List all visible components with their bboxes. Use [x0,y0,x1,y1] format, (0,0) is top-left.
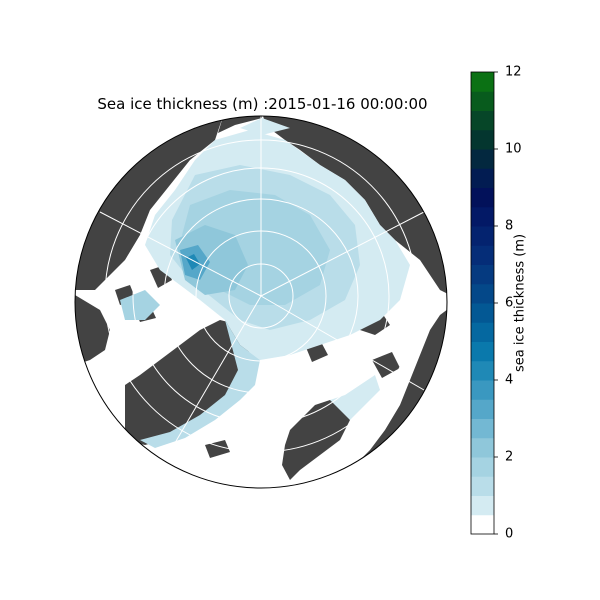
colorbar-level [471,495,494,516]
colorbar [471,71,498,535]
sea-ice [120,118,410,448]
colorbar-level [471,457,494,477]
colorbar-tick-label: 6 [505,295,514,311]
colorbar-tick-label: 8 [505,218,514,234]
colorbar-level [471,168,494,188]
colorbar-level [471,418,494,439]
colorbar-tick-label: 4 [505,372,514,388]
colorbar-level [471,206,494,227]
colorbar-level [471,303,494,323]
colorbar-tick-label: 10 [505,141,522,157]
map-boundary [74,115,448,489]
colorbar-level [471,149,494,169]
colorbar-level [471,245,494,265]
colorbar-label: sea ice thickness (m) [512,233,528,373]
colorbar-level [471,476,494,496]
graticule [99,116,425,461]
map-title: Sea ice thickness (m) :2015-01-16 00:00:… [97,95,428,113]
colorbar-level [471,322,494,342]
colorbar-level [471,110,494,131]
colorbar-level [471,91,494,111]
colorbar-level [471,264,494,285]
colorbar-tick-label: 12 [505,64,522,80]
colorbar-level [471,129,494,150]
colorbar-level [471,283,494,304]
colorbar-level [471,399,494,419]
map-canvas [75,116,447,488]
colorbar-level [471,72,494,92]
colorbar-level [471,360,494,381]
colorbar-level [471,514,494,535]
colorbar-level [471,437,494,458]
colorbar-frame [470,71,495,535]
colorbar-tick-label: 2 [505,449,514,465]
colorbar-level [471,341,494,362]
colorbar-level [471,187,494,208]
colorbar-tick-label: 0 [505,526,514,542]
colorbar-level [471,380,494,400]
colorbar-level [471,226,494,246]
